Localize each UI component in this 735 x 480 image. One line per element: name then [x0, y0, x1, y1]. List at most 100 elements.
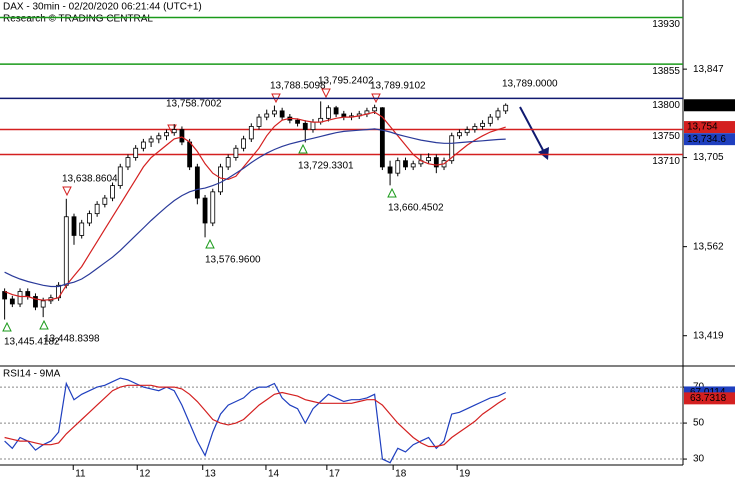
candle-body	[125, 157, 131, 168]
candle-body	[117, 166, 123, 187]
candle-body	[156, 135, 162, 140]
candle-body	[403, 160, 408, 168]
y-tick-label: 13,419	[693, 330, 724, 341]
candle-body	[94, 203, 100, 215]
y-tick-label: 13,705	[693, 152, 724, 163]
price-tag-label: 13,734.6	[687, 134, 726, 145]
candle-body	[487, 116, 493, 124]
price-tag-label: 13,754	[687, 122, 718, 133]
candle-body	[187, 141, 193, 168]
candle-body	[449, 135, 455, 162]
x-tick-label: 18	[395, 469, 407, 480]
series-line	[4, 128, 506, 288]
x-tick-label: 12	[139, 469, 151, 480]
candle-body	[295, 119, 300, 124]
annotation: 13,445.4182	[4, 337, 60, 348]
price-tag	[684, 99, 735, 112]
series-line	[4, 384, 507, 448]
y-tick-label: 13,847	[693, 64, 724, 75]
candle-body	[233, 147, 239, 158]
candle-body	[310, 121, 316, 130]
annotation: 13,758.7002	[166, 99, 222, 110]
level-label: 13710	[652, 156, 680, 167]
source: Research © TRADING CENTRAL	[3, 14, 153, 25]
level-label: 13855	[652, 66, 680, 77]
candle-body	[210, 191, 216, 224]
candle-body	[264, 113, 270, 118]
buy-marker	[205, 238, 215, 249]
x-tick-label: 13	[205, 469, 217, 480]
annotation: 13,795.2402	[318, 76, 374, 87]
candle-body	[302, 122, 308, 130]
value-tag-label: 63.7318	[690, 393, 727, 404]
series-line	[4, 377, 506, 464]
candle-body	[218, 166, 223, 193]
candle-body	[63, 216, 69, 286]
y-tick-label: 30	[693, 454, 705, 465]
sell-marker	[321, 88, 331, 99]
x-tick-label: 11	[75, 469, 86, 480]
price-tag	[684, 121, 735, 134]
candle-body	[395, 160, 401, 174]
candle-body	[325, 107, 331, 119]
candle-body	[333, 107, 339, 115]
candle-body	[194, 166, 200, 199]
candle-body	[25, 291, 31, 297]
candle-body	[387, 166, 393, 174]
candle-body	[202, 197, 208, 224]
x-tick-label: 19	[459, 469, 471, 480]
y-tick-label: 13,562	[693, 241, 724, 252]
candle-body	[171, 129, 177, 134]
candle-body	[9, 298, 15, 305]
candle-body	[133, 147, 139, 158]
candle-body	[241, 138, 246, 149]
candle-body	[379, 107, 385, 168]
candle-body	[410, 163, 416, 168]
annotations: 13,638.8604 13,758.7002 13,788.5098 13,7…	[4, 76, 558, 348]
x-tick-label: 14	[268, 469, 280, 480]
candle-body	[457, 132, 462, 137]
annotation: 13,789.0000	[502, 79, 558, 90]
y-tick-label: 50	[693, 418, 705, 429]
candle-body	[140, 141, 146, 149]
annotation: 13,788.5098	[270, 81, 326, 92]
candle-body	[433, 157, 439, 168]
buy-marker	[39, 319, 49, 330]
buy-marker	[387, 187, 397, 198]
candle-body	[87, 213, 92, 224]
buy-marker	[2, 321, 12, 332]
candle-body	[33, 296, 38, 308]
candle-body	[426, 157, 432, 162]
candle-body	[225, 157, 231, 168]
candle-body	[279, 110, 285, 118]
candle-body	[148, 138, 154, 143]
candle-body	[71, 216, 77, 236]
level-label: 13930	[652, 19, 680, 30]
annotation: 13,638.8604	[62, 174, 118, 185]
candle-body	[256, 116, 262, 127]
annotation: 13,729.3301	[298, 161, 354, 172]
candle-body	[495, 110, 501, 118]
sell-marker	[62, 186, 72, 197]
rsi-title: RSI14 - 9MA	[3, 369, 61, 380]
x-tick-label: 17	[329, 469, 341, 480]
price-tag-label: 13,789	[687, 100, 718, 111]
candle-body	[164, 132, 169, 137]
candle-body	[102, 197, 108, 205]
candle-body	[480, 122, 485, 127]
annotation: 13,448.8398	[44, 334, 100, 345]
annotation: 13,789.9102	[370, 81, 426, 92]
buy-marker	[298, 143, 308, 154]
chart-title: DAX - 30min - 02/20/2020 06:21:44 (UTC+1…	[3, 2, 202, 13]
series-line	[4, 111, 506, 301]
candle-body	[40, 300, 46, 308]
candle-body	[248, 126, 254, 140]
annotation: 13,576.9600	[205, 255, 261, 266]
candle-body	[110, 185, 115, 199]
level-label: 13750	[652, 131, 680, 142]
level-label: 13800	[652, 100, 680, 111]
candle-body	[272, 110, 277, 115]
candle-body	[472, 126, 478, 130]
